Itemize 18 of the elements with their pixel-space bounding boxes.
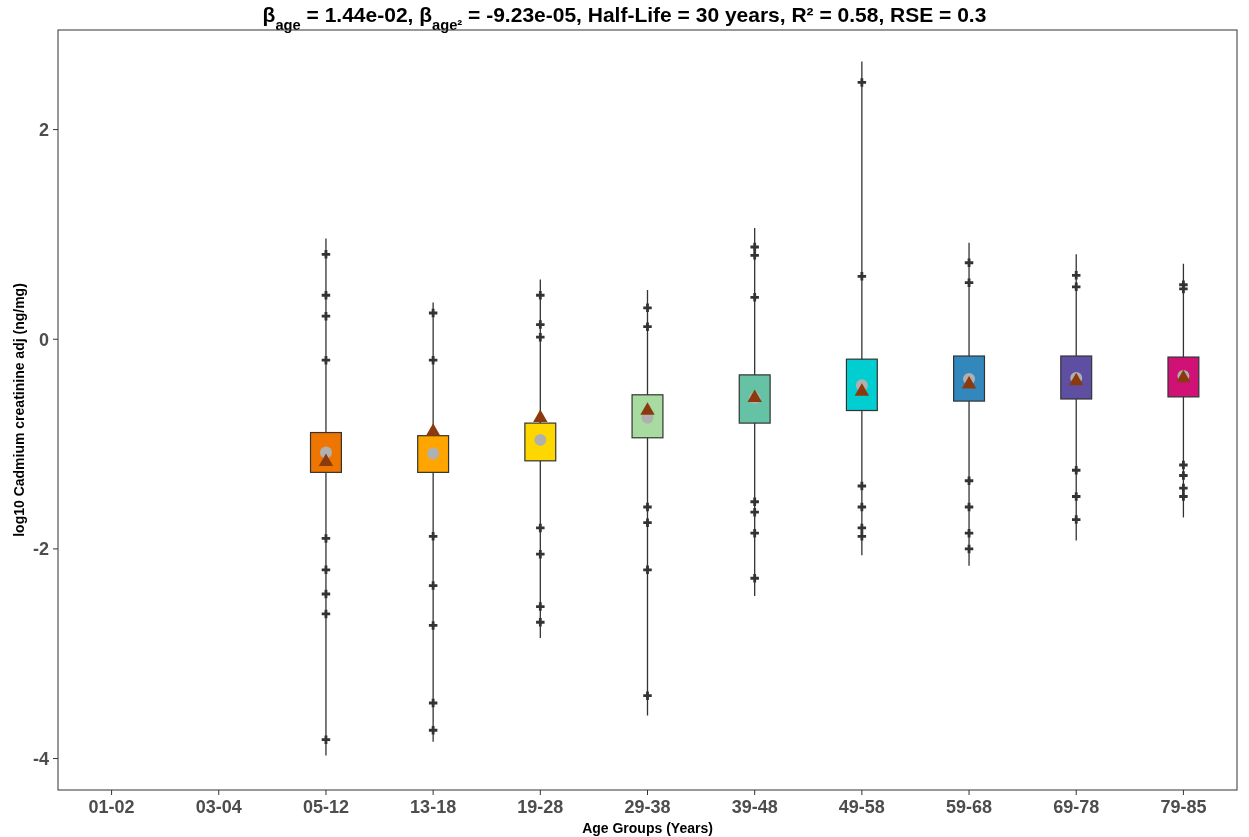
chart-title: β$_{age}$ = 1.44e-02, β$_{age²}$ = -9.23e-05, Half-Life = 30 years, R² = 0.58, RSE = 0.3 bbox=[262, 3, 987, 33]
x-tick-label: 39-48 bbox=[731, 797, 778, 817]
x-tick-label: 69-78 bbox=[1053, 797, 1100, 817]
x-tick-label: 05-12 bbox=[302, 797, 349, 817]
y-tick-label: -4 bbox=[32, 748, 49, 769]
x-tick-label: 01-02 bbox=[88, 797, 135, 817]
x-tick-label: 19-28 bbox=[517, 797, 564, 817]
x-tick-label: 03-04 bbox=[195, 797, 242, 817]
x-axis-title: Age Groups (Years) bbox=[582, 820, 713, 836]
y-axis-title: log10 Cadmium creatinine adj (ng/mg) bbox=[11, 283, 27, 537]
x-tick-label: 79-85 bbox=[1160, 797, 1207, 817]
y-tick-label: 2 bbox=[38, 119, 49, 140]
x-tick-label: 59-68 bbox=[946, 797, 993, 817]
y-tick-label: 0 bbox=[38, 329, 49, 350]
x-tick-label: 29-38 bbox=[624, 797, 671, 817]
x-tick-label: 49-58 bbox=[838, 797, 885, 817]
y-tick-label: -2 bbox=[32, 539, 49, 560]
x-tick-label: 13-18 bbox=[410, 797, 457, 817]
